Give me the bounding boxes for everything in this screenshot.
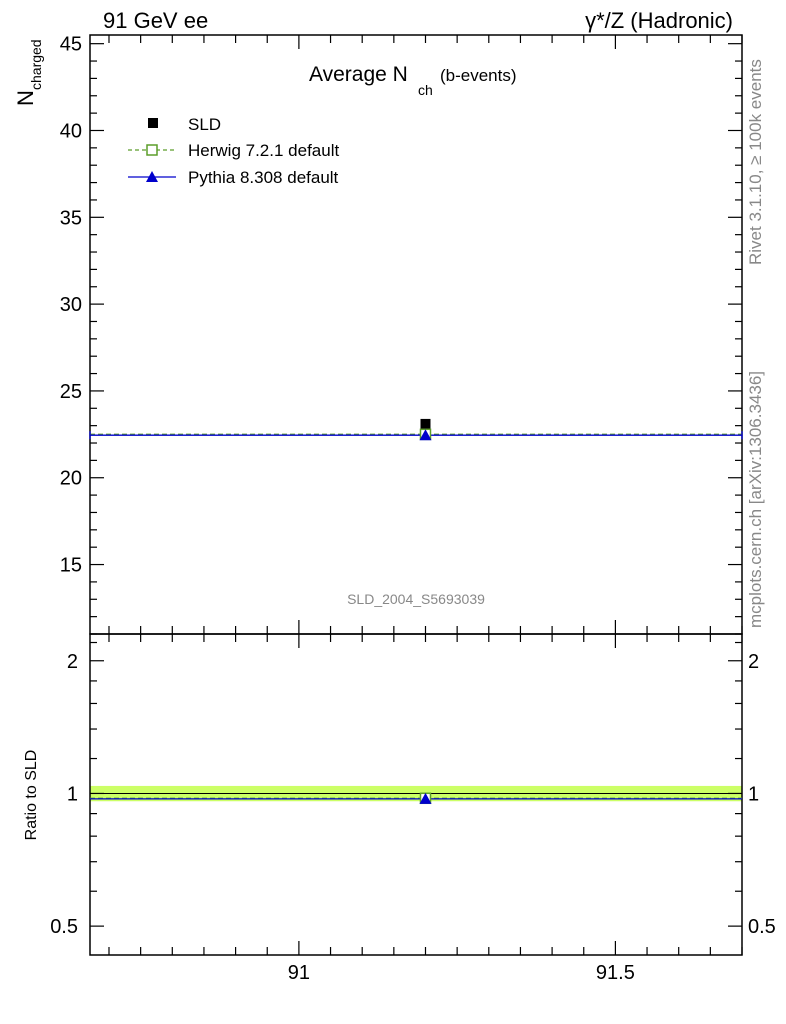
- header-right: γ*/Z (Hadronic): [585, 8, 733, 33]
- ratio-y-tick-label: 2: [67, 651, 78, 673]
- main-y-tick-label: 40: [60, 120, 82, 142]
- legend-marker-sld: [148, 118, 158, 128]
- chart-title-main: Average N: [309, 63, 408, 86]
- ratio-y-tick-label-right: 2: [748, 651, 759, 673]
- ratio-y-tick-label-right: 0.5: [748, 916, 776, 938]
- ratio-y-tick-label-right: 1: [748, 783, 759, 805]
- main-x-ticks: [108, 35, 743, 634]
- chart-title: Average N: [309, 63, 408, 86]
- legend-label-sld: SLD: [188, 115, 221, 134]
- ratio-y-axis: 0.5 0.5 1 1 2 2: [50, 641, 776, 938]
- legend-label-herwig: Herwig 7.2.1 default: [188, 141, 339, 160]
- main-y-tick-label: 20: [60, 468, 82, 490]
- main-y-tick-label: 35: [60, 207, 82, 229]
- rivet-label: Rivet 3.1.10, ≥ 100k events: [746, 59, 765, 265]
- main-y-label-text: N: [13, 90, 38, 106]
- legend-marker-pythia: [146, 171, 158, 182]
- ratio-y-tick-label: 0.5: [50, 916, 78, 938]
- x-tick-label: 91: [288, 962, 310, 984]
- pythia-ratio-point: [419, 792, 432, 804]
- main-series: [89, 418, 743, 441]
- x-tick-label: 91.5: [596, 962, 635, 984]
- main-panel: 15 20 25 30 35 40 45 Average N ch (b-events) N…: [13, 34, 743, 635]
- legend-label-pythia: Pythia 8.308 default: [188, 168, 339, 187]
- main-y-tick-label: 15: [60, 555, 82, 577]
- ratio-frame: [89, 633, 743, 956]
- ratio-y-tick-label: 1: [67, 783, 78, 805]
- mcplots-label: mcplots.cern.ch [arXiv:1306.3436]: [746, 371, 765, 628]
- main-y-label-sub: charged: [28, 39, 44, 90]
- ratio-series: [90, 792, 742, 805]
- sld-point: [420, 418, 431, 429]
- ratio-band: [90, 785, 742, 802]
- legend-marker-herwig: [146, 144, 158, 156]
- ratio-y-label: Ratio to SLD: [23, 750, 40, 841]
- ratio-x-axis: 91 91.5: [108, 634, 743, 984]
- chart-title-sub: ch: [418, 82, 433, 98]
- main-y-label: N charged: [13, 39, 44, 106]
- analysis-watermark: SLD_2004_S5693039: [347, 591, 485, 607]
- ratio-panel: 0.5 0.5 1 1 2 2 91 91.5 Ratio to SLD: [23, 633, 776, 984]
- pythia-point: [419, 429, 432, 441]
- chart-title-suffix: (b-events): [440, 66, 517, 85]
- main-y-tick-label: 30: [60, 294, 82, 316]
- main-y-tick-label: 45: [60, 34, 82, 56]
- main-y-tick-label: 25: [60, 381, 82, 403]
- legend: SLD Herwig 7.2.1 default Pythia 8.308 de…: [128, 115, 339, 187]
- main-y-axis: 15 20 25 30 35 40 45: [60, 34, 742, 635]
- header-left: 91 GeV ee: [103, 8, 208, 33]
